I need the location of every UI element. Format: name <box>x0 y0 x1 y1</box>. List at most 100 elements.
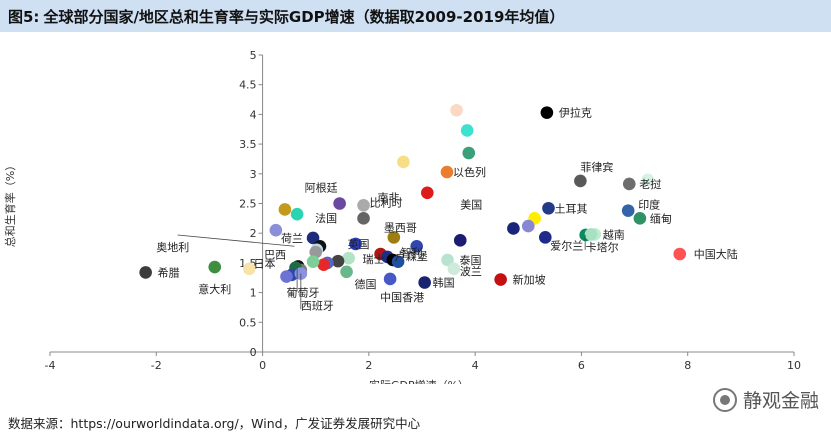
point-label: 老挝 <box>639 177 661 191</box>
data-point <box>340 265 353 279</box>
data-point <box>440 165 454 179</box>
y-tick-label: 4 <box>250 108 257 121</box>
point-label: 卡塔尔 <box>586 241 619 254</box>
data-point <box>306 255 320 269</box>
point-label: 中国大陆 <box>694 247 738 261</box>
watermark-text: 静观金融 <box>742 390 819 412</box>
point-label: 希腊 <box>158 265 180 279</box>
data-point <box>453 234 467 247</box>
y-tick-label: 5 <box>250 49 257 62</box>
watermark: 静观金融 <box>712 386 819 413</box>
y-tick-label: 0 <box>250 346 257 359</box>
data-point <box>621 204 635 217</box>
data-point <box>460 124 474 137</box>
point-label: 巴西 <box>264 248 286 261</box>
point-label: 日本 <box>254 257 276 271</box>
point-label: 西班牙 <box>301 300 334 313</box>
data-point <box>421 186 434 200</box>
point-label: 爱尔兰 <box>550 239 583 252</box>
data-point <box>357 212 370 225</box>
data-point <box>349 237 362 251</box>
point-label: 奥地利 <box>156 240 189 254</box>
data-point <box>357 198 370 212</box>
point-label: 德国 <box>355 277 377 291</box>
point-label: 波兰 <box>460 265 482 278</box>
y-tick-label: 3.5 <box>239 138 257 151</box>
data-point <box>306 231 320 245</box>
point-label: 缅甸 <box>650 211 672 225</box>
point-label: 伊拉克 <box>559 106 592 120</box>
figure-title: 全球部分国家/地区总和生育率与实际GDP增速（数据取2009-2019年均值） <box>43 7 565 26</box>
data-point <box>208 260 222 274</box>
point-label: 越南 <box>603 227 625 241</box>
figure-number: 图5: <box>8 7 40 26</box>
data-point <box>387 231 401 244</box>
data-point <box>507 222 520 235</box>
point-label: 美国 <box>460 198 482 211</box>
point-label: 阿根廷 <box>305 181 338 195</box>
data-point <box>342 251 355 265</box>
x-tick-label: -4 <box>45 359 56 372</box>
data-point <box>418 276 431 289</box>
point-label: 菲律宾 <box>580 160 613 174</box>
point-label: 法国 <box>315 211 337 225</box>
data-point <box>280 270 293 283</box>
data-point <box>317 258 330 271</box>
data-point <box>447 262 461 276</box>
data-point <box>622 177 636 191</box>
data-point <box>494 273 507 286</box>
data-point <box>333 197 346 210</box>
scatter-chart: -4-2024681000.511.522.533.544.55实际GDP增速（… <box>3 49 801 384</box>
point-label: 智利 <box>401 245 423 259</box>
point-label: 英国 <box>348 237 370 251</box>
data-point <box>584 228 598 241</box>
data-point <box>331 254 345 268</box>
x-tick-label: -2 <box>151 359 162 372</box>
y-tick-label: 3 <box>250 168 257 181</box>
y-axis-title: 总和生育率（%） <box>3 160 17 247</box>
x-tick-label: 8 <box>684 359 691 372</box>
point-label: 印度 <box>638 198 660 212</box>
point-label: 比利时 <box>370 196 403 209</box>
data-point <box>139 266 152 279</box>
point-label: 泰国 <box>460 253 482 267</box>
x-tick-label: 2 <box>365 359 372 372</box>
data-point <box>641 173 655 187</box>
label-leader-line <box>177 234 295 247</box>
data-point <box>574 174 587 188</box>
point-label: 土耳其 <box>554 202 587 215</box>
y-tick-label: 4.5 <box>239 79 257 92</box>
y-tick-label: 1 <box>250 287 257 300</box>
data-point <box>410 239 423 253</box>
point-label: 新加坡 <box>513 273 546 287</box>
data-point <box>540 106 554 119</box>
data-point <box>633 212 647 225</box>
data-point <box>391 255 405 269</box>
wechat-logo-icon <box>712 387 737 412</box>
source-note: 数据来源：https://ourworldindata.org/，Wind，广发… <box>8 416 421 431</box>
x-tick-label: 0 <box>259 359 266 372</box>
y-tick-label: 0.5 <box>239 316 257 329</box>
data-point <box>542 201 555 215</box>
data-point <box>242 262 256 276</box>
point-label: 卢森堡 <box>395 249 428 263</box>
point-label: 中国香港 <box>380 291 424 304</box>
x-tick-label: 10 <box>787 359 801 372</box>
data-point <box>538 231 552 244</box>
point-label: 韩国 <box>433 276 455 290</box>
data-point <box>450 103 463 117</box>
data-point <box>673 247 687 261</box>
point-label: 墨西哥 <box>384 221 417 234</box>
figure-title-bar: 图5: 全球部分国家/地区总和生育率与实际GDP增速（数据取2009-2019年… <box>0 0 831 32</box>
data-point <box>278 203 292 216</box>
point-label: 南非 <box>378 191 400 204</box>
point-label: 葡萄牙 <box>286 287 319 300</box>
data-point <box>397 155 410 169</box>
point-label: 荷兰 <box>281 232 303 245</box>
data-point <box>462 146 476 160</box>
data-point <box>269 223 283 237</box>
y-tick-label: 2.5 <box>239 198 257 211</box>
data-point <box>294 267 308 280</box>
x-axis-title: 实际GDP增速（%） <box>369 378 469 384</box>
y-tick-label: 2 <box>250 227 257 240</box>
